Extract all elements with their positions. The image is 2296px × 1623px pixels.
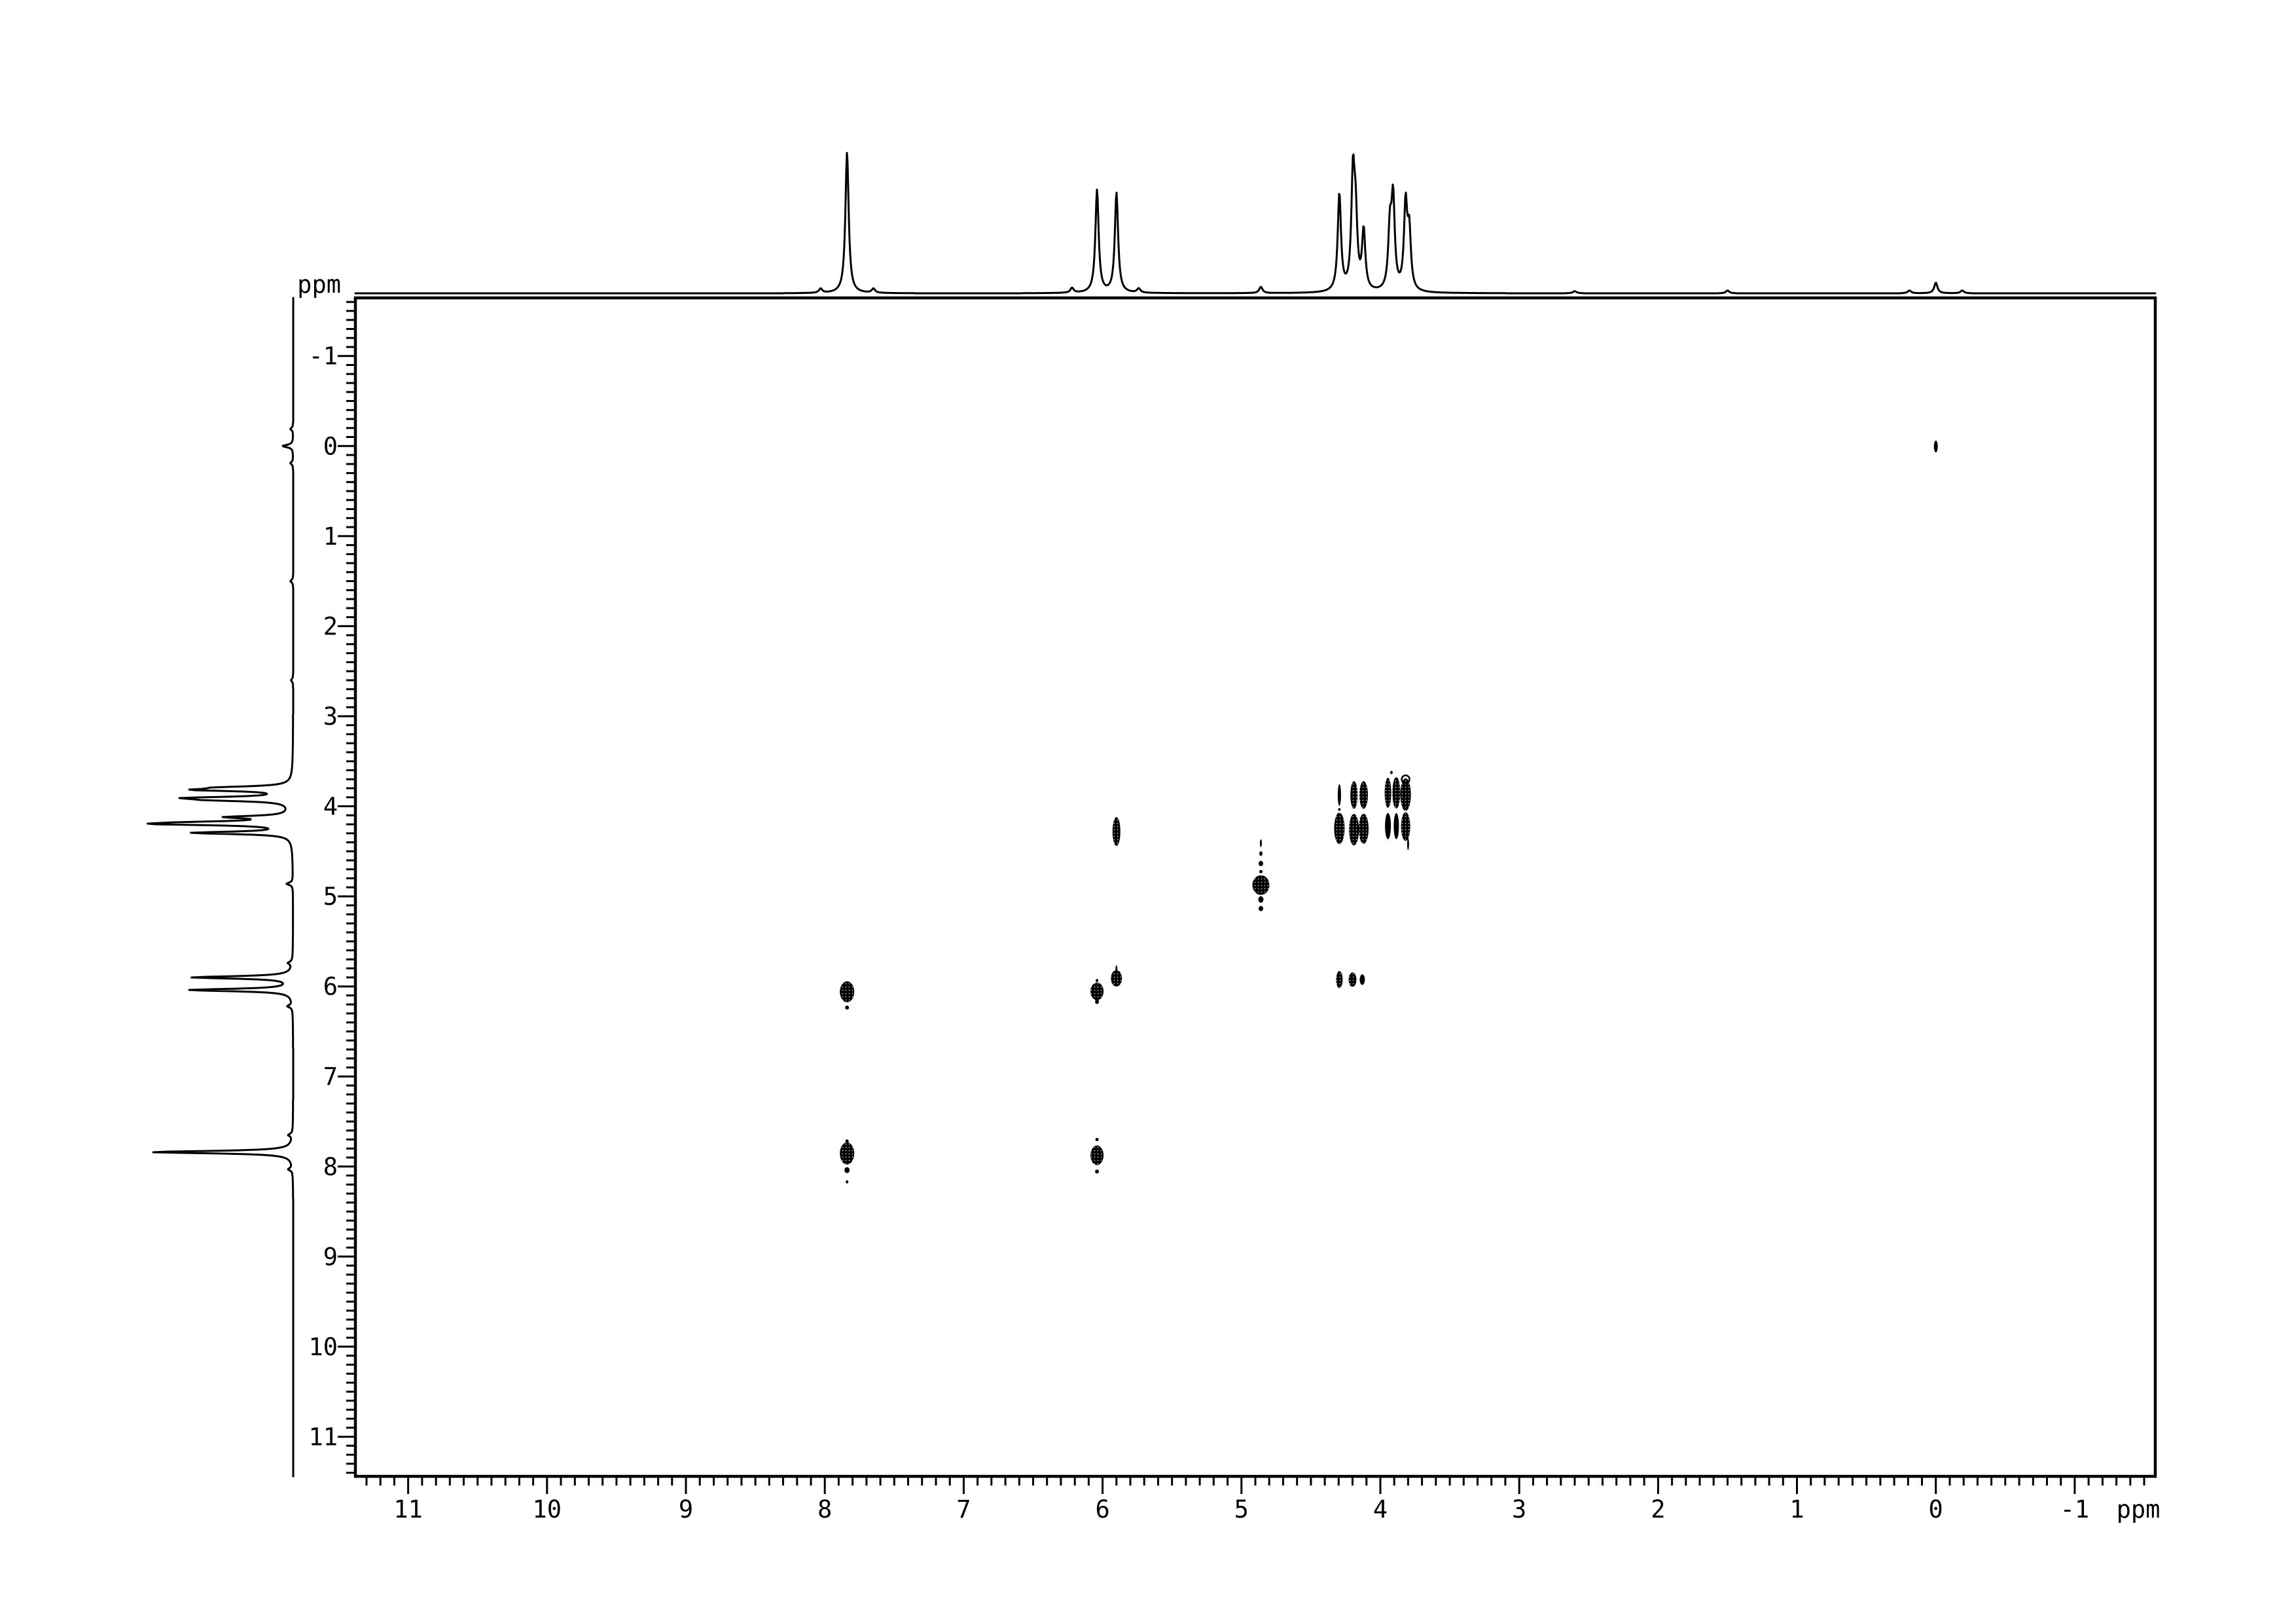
f1-tick-label: 6 bbox=[323, 973, 338, 1001]
peak-blob bbox=[1259, 851, 1263, 856]
f1-tick-label: 11 bbox=[308, 1423, 338, 1451]
peak-blob bbox=[1390, 771, 1393, 775]
peak-blob bbox=[1385, 812, 1391, 839]
peak-blob bbox=[1336, 971, 1343, 989]
peak-blob bbox=[1096, 979, 1099, 983]
f2-tick-label: 6 bbox=[1095, 1495, 1109, 1523]
peak-blob bbox=[1933, 441, 1938, 452]
peak-blob bbox=[845, 1006, 850, 1010]
peak-blob bbox=[1349, 814, 1359, 846]
top-1d-projection bbox=[354, 152, 2157, 295]
f2-tick-label: 2 bbox=[1651, 1495, 1665, 1523]
peak-blob bbox=[1258, 896, 1264, 903]
peak-blob bbox=[1259, 869, 1263, 873]
peak-blob bbox=[1252, 875, 1270, 895]
f1-tick-label: 9 bbox=[323, 1243, 338, 1271]
peak-blob bbox=[1115, 965, 1118, 975]
peak-blob bbox=[1359, 974, 1365, 985]
left-projection-path bbox=[147, 297, 295, 1478]
peak-blob bbox=[1359, 813, 1369, 844]
peak-blob bbox=[1384, 777, 1391, 808]
peak-blob bbox=[1401, 812, 1410, 841]
f1-tick-label: 2 bbox=[323, 612, 338, 640]
f2-tick-label: -1 bbox=[2060, 1495, 2090, 1523]
f2-tick-label: 4 bbox=[1373, 1495, 1388, 1523]
peak-blob bbox=[845, 1139, 849, 1144]
peak-blob bbox=[840, 1142, 855, 1165]
peak-blob bbox=[1095, 999, 1100, 1004]
f1-tick-label: 5 bbox=[323, 883, 338, 911]
f1-tick-label: 8 bbox=[323, 1153, 338, 1181]
peak-blob bbox=[1090, 982, 1104, 1000]
f1-tick-label: -1 bbox=[308, 342, 338, 371]
f2-axis: 11 10 9 8 7 6 5 4 3 2 1 0 -1 bbox=[365, 1478, 2145, 1523]
f1-tick-label: 1 bbox=[323, 522, 338, 551]
f2-tick-label: 11 bbox=[393, 1495, 423, 1523]
peak-contour-ring bbox=[1401, 775, 1410, 784]
f1-tick-label: 0 bbox=[323, 432, 338, 460]
peak-blob bbox=[1334, 812, 1345, 845]
f2-tick-label: 0 bbox=[1929, 1495, 1943, 1523]
plot-frame bbox=[353, 296, 2157, 1478]
f2-tick-label: 9 bbox=[679, 1495, 693, 1523]
peak-blob bbox=[1338, 808, 1341, 811]
2d-peak-blobs bbox=[840, 441, 1938, 1184]
f1-tick-label: 3 bbox=[323, 702, 338, 731]
top-projection-path bbox=[354, 152, 2157, 295]
peak-blob bbox=[1259, 905, 1263, 911]
peak-blob bbox=[846, 1180, 849, 1184]
peak-blob bbox=[844, 1167, 850, 1173]
f1-tick-label: 7 bbox=[323, 1063, 338, 1091]
peak-blob bbox=[840, 981, 855, 1002]
peak-blob bbox=[1112, 817, 1121, 847]
peak-blob bbox=[1393, 812, 1399, 839]
f2-tick-label: 7 bbox=[956, 1495, 971, 1523]
peak-blob bbox=[1111, 970, 1122, 987]
peak-blob bbox=[1095, 1169, 1100, 1174]
f2-tick-label: 1 bbox=[1789, 1495, 1804, 1523]
f1-axis-unit-label: ppm bbox=[297, 270, 341, 299]
left-1d-projection bbox=[147, 297, 295, 1478]
f2-tick-label: 8 bbox=[817, 1495, 832, 1523]
peak-blob bbox=[1090, 1145, 1104, 1165]
peak-blob bbox=[1350, 781, 1358, 809]
peak-blob bbox=[1407, 838, 1409, 850]
f1-axis: -1 0 1 2 3 4 5 6 7 8 9 10 11 bbox=[308, 301, 354, 1474]
f2-tick-label: 5 bbox=[1234, 1495, 1249, 1523]
f1-tick-label: 10 bbox=[308, 1333, 338, 1361]
peak-blob bbox=[1337, 784, 1341, 806]
f2-axis-unit-label: ppm bbox=[2117, 1495, 2161, 1523]
peak-blob bbox=[1260, 839, 1262, 847]
f2-tick-label: 10 bbox=[533, 1495, 562, 1523]
f2-tick-label: 3 bbox=[1512, 1495, 1526, 1523]
peak-blob bbox=[1095, 1138, 1099, 1141]
peak-blob bbox=[1400, 778, 1411, 811]
peak-blob bbox=[1348, 972, 1357, 987]
f1-tick-label: 4 bbox=[323, 793, 338, 821]
peak-blob bbox=[1392, 776, 1401, 809]
peak-blob bbox=[1359, 781, 1368, 809]
peak-blob bbox=[1259, 860, 1263, 866]
